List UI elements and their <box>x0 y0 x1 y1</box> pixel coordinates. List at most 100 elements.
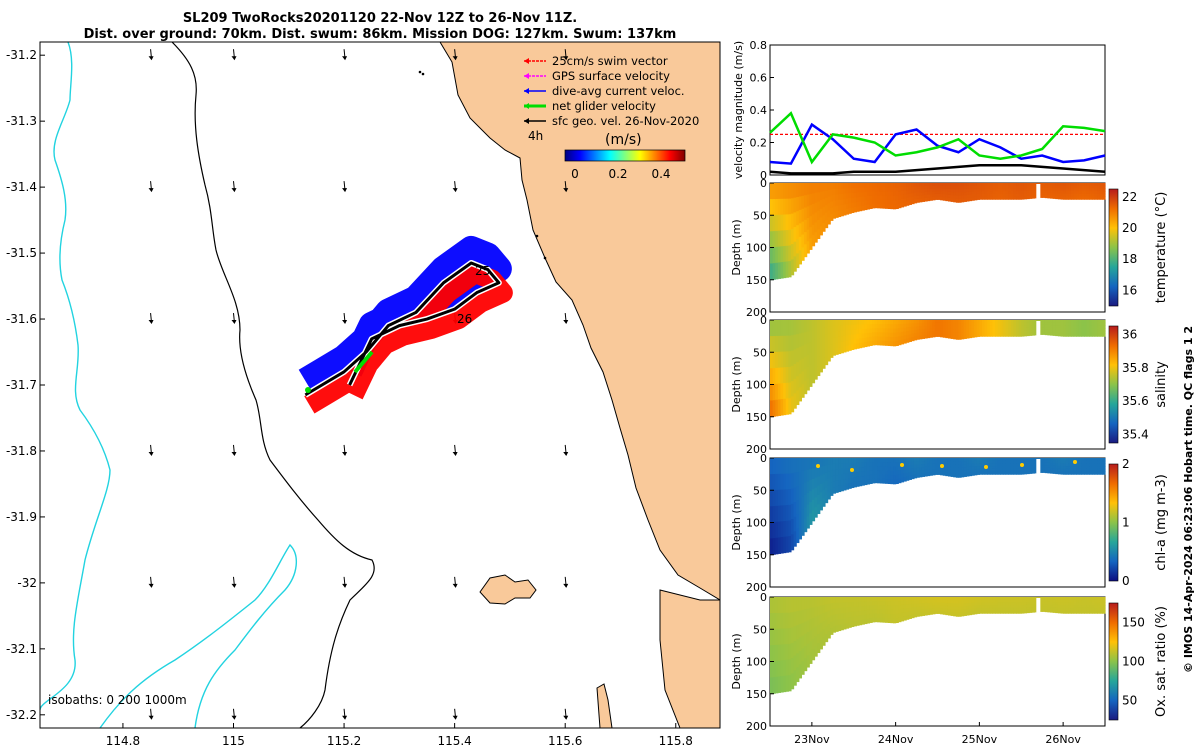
section-cell <box>1076 599 1080 603</box>
section-cell <box>772 474 776 491</box>
section-cell <box>856 601 860 607</box>
section-cell <box>932 331 936 335</box>
section-cell <box>1044 604 1049 608</box>
section-cell <box>992 188 996 192</box>
section-cell <box>1023 471 1028 475</box>
section-cell <box>866 328 871 334</box>
section-cell <box>1073 605 1077 609</box>
depth-tick-label: 0 <box>760 452 767 465</box>
section-cell <box>1021 333 1025 337</box>
section-cell <box>1013 602 1017 606</box>
section-cell <box>1023 602 1028 606</box>
section-cell <box>898 478 902 484</box>
section-cell <box>953 458 957 462</box>
section-cell <box>981 602 986 606</box>
section-cell <box>783 597 787 614</box>
section-cell <box>1052 190 1056 194</box>
section-cell <box>856 197 860 203</box>
section-cell <box>783 521 787 538</box>
section-cell <box>1099 188 1103 192</box>
section-cell <box>997 607 1001 612</box>
section-cell <box>832 183 837 190</box>
section-cell <box>1052 322 1056 326</box>
section-cell <box>898 195 902 200</box>
section-cell <box>1084 185 1088 189</box>
section-cell <box>934 468 939 473</box>
section-cell <box>1094 463 1098 467</box>
section-cell <box>783 183 787 200</box>
section-cell <box>968 334 973 339</box>
section-cell <box>1005 196 1009 200</box>
section-cell <box>1031 460 1035 464</box>
section-cell <box>780 660 784 677</box>
section-cell <box>987 191 991 195</box>
section-cell <box>872 199 876 205</box>
section-cell <box>997 322 1001 326</box>
section-cell <box>924 472 928 477</box>
section-cell <box>1078 605 1083 609</box>
section-cell <box>1086 605 1090 609</box>
section-cell <box>921 329 926 333</box>
section-cell <box>900 339 905 345</box>
section-cell <box>1078 471 1083 475</box>
section-cell <box>838 619 842 626</box>
section-cell <box>1026 470 1030 475</box>
section-cell <box>804 195 808 209</box>
section-cell <box>840 204 844 211</box>
section-cell <box>1026 188 1030 192</box>
section-cell <box>932 320 936 324</box>
section-cell <box>1102 599 1106 603</box>
section-cell <box>950 612 954 616</box>
section-cell <box>1029 602 1033 606</box>
section-cell <box>1099 602 1103 606</box>
section-cell <box>940 333 944 338</box>
section-cell <box>887 328 891 334</box>
section-cell <box>1050 465 1054 469</box>
section-cell <box>848 607 852 613</box>
section-cell <box>811 617 816 629</box>
section-cell <box>1023 468 1028 472</box>
section-cell <box>772 458 776 475</box>
section-cell <box>780 458 784 475</box>
section-cell <box>866 614 871 620</box>
colorbar-tick-label: 36 <box>1122 327 1137 341</box>
section-cell <box>961 606 965 611</box>
section-cell <box>908 193 912 198</box>
section-cell <box>906 469 910 474</box>
section-cell <box>903 320 907 325</box>
section-cell <box>1094 602 1098 606</box>
section-cell <box>817 597 821 607</box>
section-cell <box>1039 460 1043 464</box>
section-cell <box>1057 185 1062 189</box>
section-cell <box>950 186 954 190</box>
section-cell <box>822 637 826 646</box>
section-cell <box>963 320 967 324</box>
section-cell <box>968 469 973 474</box>
section-cell <box>1013 193 1017 198</box>
section-cell <box>932 602 936 606</box>
section-cell <box>1021 193 1025 197</box>
section-cell <box>866 191 871 197</box>
section-cell <box>995 322 999 326</box>
section-cell <box>856 206 860 212</box>
section-cell <box>974 460 978 465</box>
section-cell <box>777 262 782 279</box>
section-cell <box>1099 466 1103 470</box>
section-cell <box>817 615 821 626</box>
section-cell <box>1034 332 1038 336</box>
section-cell <box>838 458 842 465</box>
depth-tick-label: 0 <box>760 314 767 327</box>
section-cell <box>824 472 829 481</box>
section-cell <box>971 472 975 476</box>
section-cell <box>887 332 891 338</box>
section-cell <box>1063 466 1067 470</box>
section-cell <box>830 609 834 617</box>
section-cell <box>851 606 855 613</box>
section-cell <box>777 473 782 491</box>
section-cell <box>1029 607 1033 611</box>
section-cell <box>861 333 865 339</box>
section-cell <box>1084 610 1088 614</box>
section-cell <box>989 599 994 603</box>
section-cell <box>811 489 816 501</box>
section-cell <box>913 600 918 605</box>
